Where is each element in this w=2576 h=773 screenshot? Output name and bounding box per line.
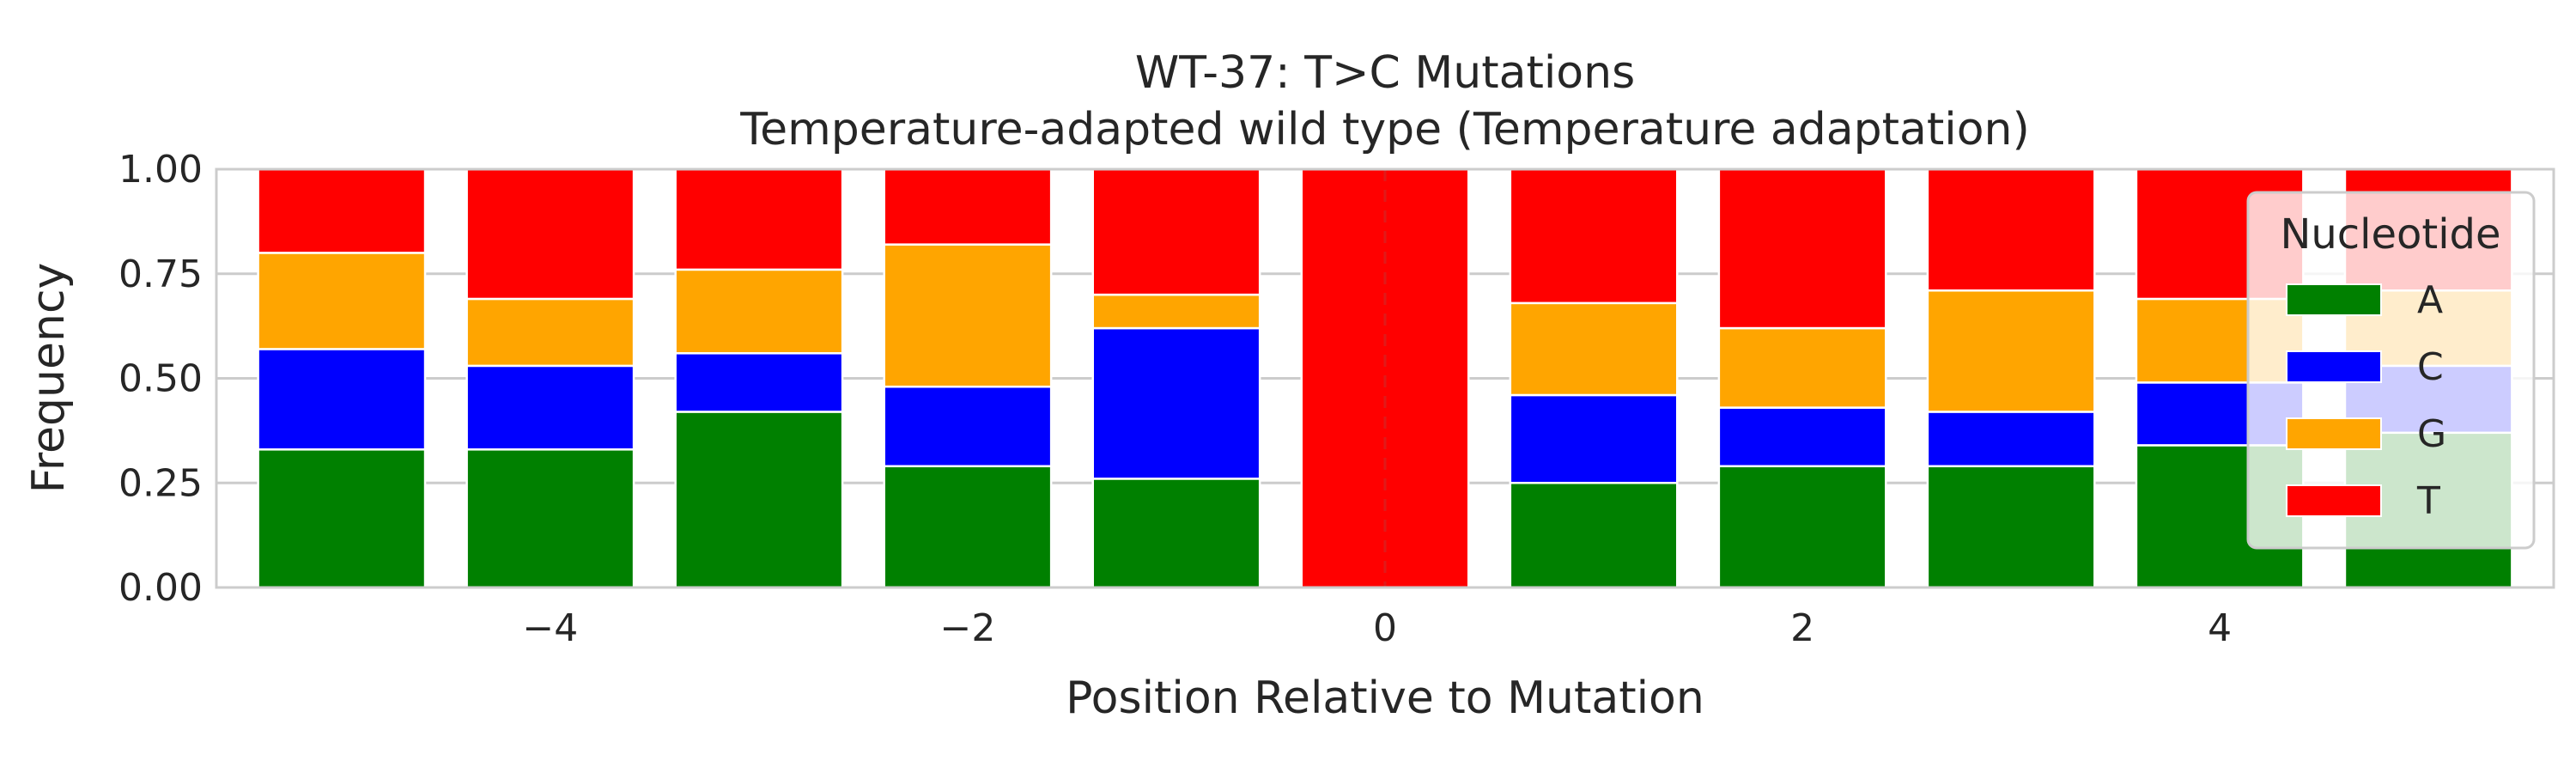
y-tick-label: 0.75 bbox=[118, 253, 203, 296]
bar-segment-T bbox=[1300, 167, 1470, 589]
y-tick-label: 0.50 bbox=[118, 357, 203, 401]
bar-segment-T bbox=[674, 167, 844, 271]
bar-segment-A bbox=[674, 411, 844, 589]
legend-label: G bbox=[2417, 412, 2446, 456]
bar-segment-G bbox=[1509, 301, 1679, 397]
x-tick-label: 4 bbox=[2208, 606, 2232, 650]
bar-segment-C bbox=[257, 348, 427, 451]
bar-segment-C bbox=[1091, 326, 1261, 480]
bar-segment-T bbox=[1717, 167, 1887, 330]
bar-segment-A bbox=[257, 448, 427, 589]
bar-segment-G bbox=[883, 243, 1053, 388]
plot-frame bbox=[215, 167, 2555, 589]
bar-segment-T bbox=[465, 167, 635, 301]
bar-segment-A bbox=[883, 465, 1053, 589]
x-tick-label: −4 bbox=[522, 606, 578, 650]
legend-swatch-T bbox=[2286, 484, 2382, 517]
bar-segment-G bbox=[1926, 289, 2096, 413]
bar-segment-G bbox=[465, 297, 635, 368]
x-tick-label: −2 bbox=[939, 606, 995, 650]
legend-box bbox=[2246, 191, 2536, 550]
y-axis-label: Frequency bbox=[23, 263, 75, 494]
bar-segment-T bbox=[1509, 167, 1679, 305]
legend-title: Nucleotide bbox=[2280, 210, 2500, 259]
bar-segment-C bbox=[465, 364, 635, 451]
bar-segment-G bbox=[1717, 326, 1887, 409]
y-tick-label: 1.00 bbox=[118, 148, 203, 192]
bar-segment-G bbox=[1091, 293, 1261, 330]
bar-segment-A bbox=[1091, 478, 1261, 589]
legend-label: A bbox=[2417, 278, 2443, 322]
bar-segment-T bbox=[257, 167, 427, 254]
bar-segment-C bbox=[674, 352, 844, 413]
bar-segment-T bbox=[1926, 167, 2096, 292]
bar-segment-A bbox=[1717, 465, 1887, 589]
bar-segment-C bbox=[1926, 411, 2096, 468]
y-tick-label: 0.25 bbox=[118, 461, 203, 505]
bar-segment-C bbox=[1509, 393, 1679, 484]
x-axis-label: Position Relative to Mutation bbox=[1066, 673, 1704, 724]
bar-segment-G bbox=[674, 268, 844, 355]
bar-segment-A bbox=[465, 448, 635, 589]
bar-segment-T bbox=[1091, 167, 1261, 296]
legend-label: C bbox=[2417, 345, 2444, 389]
legend-swatch-A bbox=[2286, 283, 2382, 316]
bar-segment-C bbox=[1717, 406, 1887, 468]
bar-segment-G bbox=[257, 252, 427, 350]
bar-segment-A bbox=[1509, 482, 1679, 589]
bar-segment-C bbox=[883, 385, 1053, 468]
chart-title: WT-37: T>C Mutations bbox=[1135, 47, 1635, 99]
legend-swatch-G bbox=[2286, 417, 2382, 450]
legend-label: T bbox=[2416, 479, 2440, 523]
x-tick-label: 2 bbox=[1790, 606, 1814, 650]
x-tick-label: 0 bbox=[1373, 606, 1397, 650]
legend-swatch-C bbox=[2286, 350, 2382, 383]
y-tick-label: 0.00 bbox=[118, 566, 203, 610]
bar-segment-A bbox=[1926, 465, 2096, 589]
bar-segment-T bbox=[883, 167, 1053, 246]
tick-labels: 0.00 0.25 0.50 0.75 1.00 −4 −2 0 2 4 bbox=[118, 148, 2232, 650]
chart-subtitle: Temperature-adapted wild type (Temperatu… bbox=[739, 104, 2030, 155]
